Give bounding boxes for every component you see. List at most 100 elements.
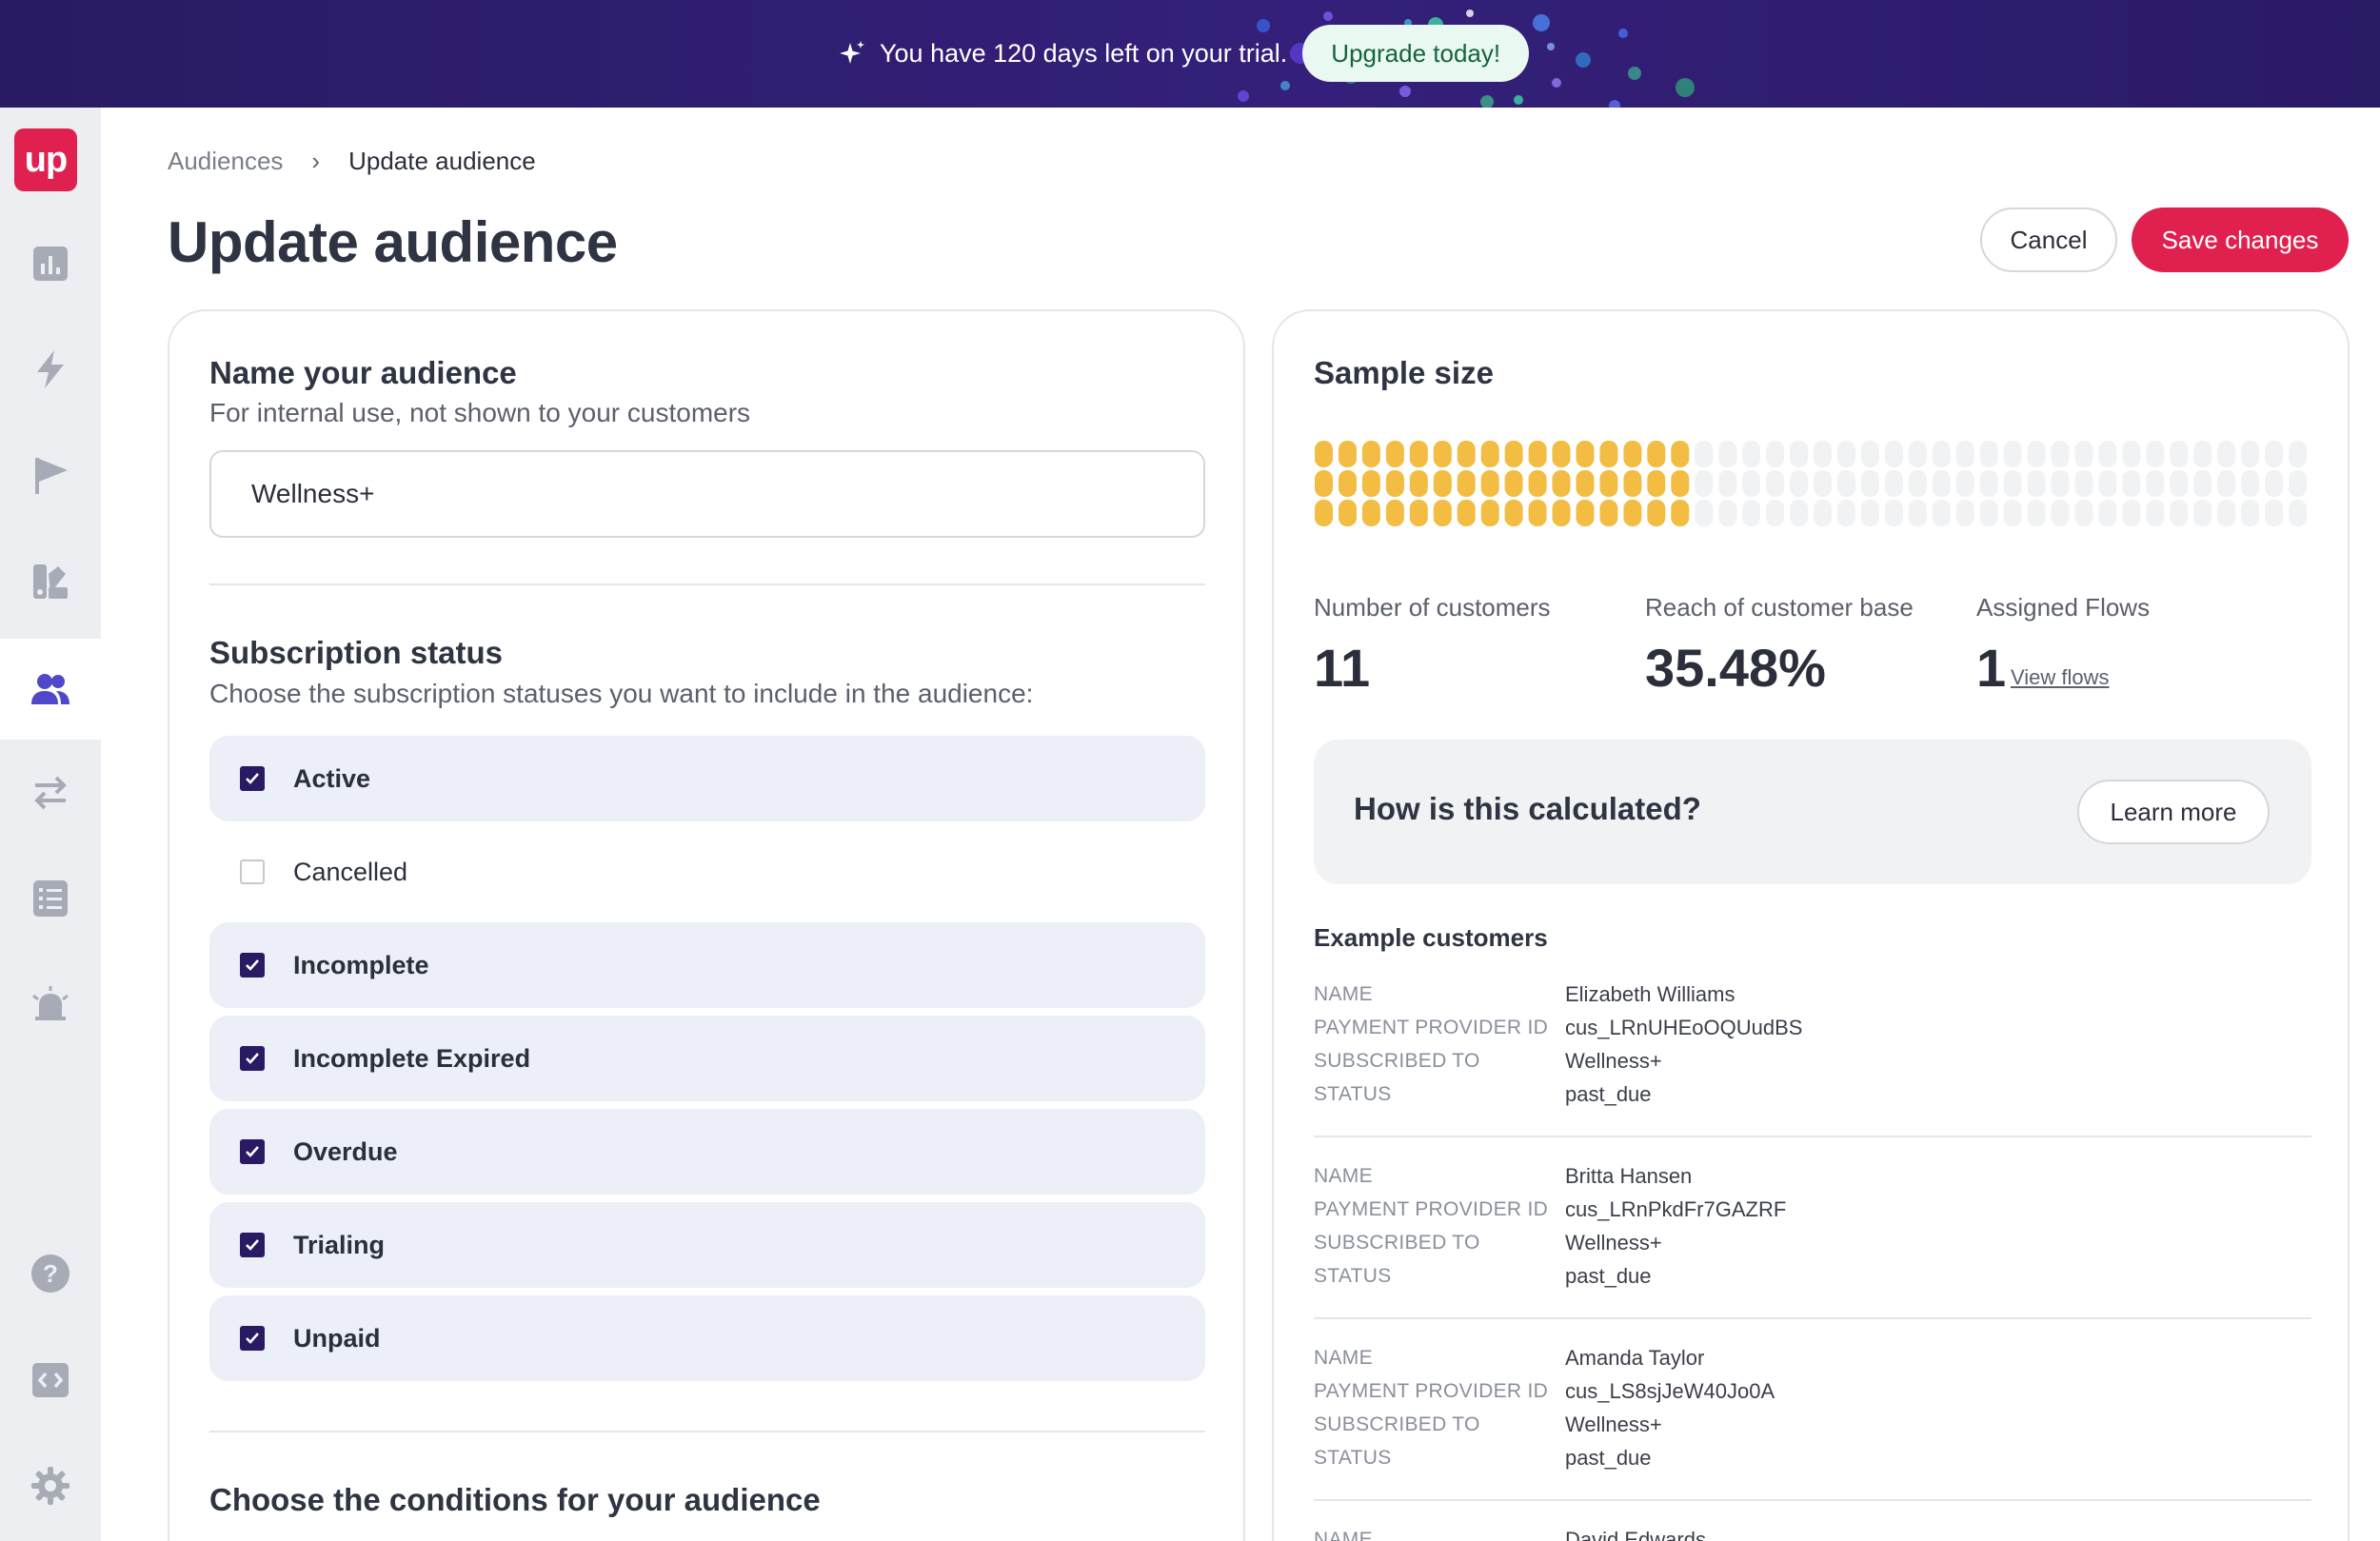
sample-dot-empty [1766,441,1785,467]
nav-settings[interactable] [0,1448,101,1524]
checkbox[interactable] [240,1139,265,1164]
status-option-cancelled[interactable]: Cancelled [209,829,1205,915]
status-option-label: Incomplete Expired [293,1043,531,1073]
sample-dot-filled [1339,470,1357,497]
customer-field-value: Wellness+ [1565,1230,1662,1255]
sample-dot-empty [1979,500,1998,526]
customer-field-row: STATUS past_due [1314,1259,2311,1293]
sample-dot-empty [1955,500,1974,526]
checkbox[interactable] [240,953,265,978]
sample-dot-empty [2170,470,2189,497]
sample-dot-empty [2122,470,2141,497]
sample-dot-empty [2170,500,2189,526]
nav-design[interactable] [0,543,101,620]
sample-dot-filled [1599,441,1618,467]
nav-automations[interactable] [0,331,101,407]
trial-banner-text: You have 120 days left on your trial. [880,38,1288,68]
sample-dot-filled [1623,500,1642,526]
bar-chart-icon [33,247,68,281]
sample-dot-empty [1718,441,1737,467]
sample-dot-empty [2241,500,2260,526]
status-option-label: Active [293,763,371,793]
sample-size-dot-matrix [1315,441,2307,526]
sample-dot-filled [1599,500,1618,526]
sample-dot-filled [1623,470,1642,497]
checkbox[interactable] [240,1046,265,1071]
sample-dot-empty [2265,441,2284,467]
status-option-overdue[interactable]: Overdue [209,1109,1205,1195]
sample-dot-empty [1955,470,1974,497]
checkmark-icon [246,1333,259,1344]
nav-help[interactable]: ? [0,1235,101,1312]
status-section-subtitle: Choose the subscription statuses you wan… [209,679,1034,708]
customers-count-label: Number of customers [1314,593,1551,622]
status-option-trialing[interactable]: Trialing [209,1202,1205,1288]
nav-analytics[interactable] [0,226,101,302]
banner-decor-dot [1399,86,1411,97]
nav-audiences[interactable] [0,639,101,740]
sample-dot-filled [1671,470,1690,497]
learn-more-button[interactable]: Learn more [2077,780,2270,844]
checkbox[interactable] [240,1326,265,1351]
cancel-button[interactable]: Cancel [1980,207,2117,272]
sample-dot-filled [1671,441,1690,467]
checkbox[interactable] [240,1233,265,1257]
nav-developer[interactable] [0,1342,101,1418]
sample-size-title: Sample size [1314,355,1494,390]
status-option-incomplete-expired[interactable]: Incomplete Expired [209,1016,1205,1101]
status-option-label: Cancelled [293,857,408,886]
trial-banner: You have 120 days left on your trial. Up… [0,0,2380,108]
sample-dot-empty [2193,441,2212,467]
status-option-incomplete[interactable]: Incomplete [209,922,1205,1008]
customer-field-row: PAYMENT PROVIDER ID cus_LS8sjJeW40Jo0A [1314,1374,2311,1408]
customer-field-key: NAME [1314,1528,1373,1541]
sample-dot-empty [2074,441,2093,467]
sidebar: up ? [0,108,101,1541]
customer-field-row: STATUS past_due [1314,1441,2311,1474]
banner-decor-dot [1676,78,1695,97]
banner-decor-dot [1480,95,1494,108]
sample-dot-empty [2146,441,2165,467]
status-option-unpaid[interactable]: Unpaid [209,1295,1205,1381]
banner-decor-dot [1628,67,1641,80]
customer-field-value: past_due [1565,1263,1652,1288]
customer-field-key: STATUS [1314,1446,1392,1469]
customer-divider [1314,1499,2311,1501]
calculation-question: How is this calculated? [1354,791,1701,826]
sample-dot-filled [1361,470,1380,497]
checkbox[interactable] [240,766,265,791]
sample-dot-filled [1385,441,1404,467]
app-logo[interactable]: up [14,128,77,191]
sample-dot-empty [2003,470,2022,497]
sample-dot-empty [2051,441,2070,467]
example-customers-title: Example customers [1314,923,1548,952]
audience-name-input[interactable] [209,450,1205,538]
status-option-active[interactable]: Active [209,736,1205,821]
section-divider [209,1431,1205,1432]
sample-dot-empty [2027,470,2046,497]
sample-dot-empty [1814,500,1832,526]
calculation-info-box: How is this calculated? Learn more [1314,740,2311,884]
sample-dot-filled [1552,441,1571,467]
sample-dot-empty [2074,470,2093,497]
sample-dot-empty [2098,470,2117,497]
sample-dot-empty [2122,500,2141,526]
nav-campaigns[interactable] [0,437,101,513]
nav-integrations[interactable] [0,755,101,831]
nav-tasks[interactable] [0,860,101,937]
view-flows-link[interactable]: View flows [2011,665,2110,689]
upgrade-button[interactable]: Upgrade today! [1302,25,1530,82]
sample-dot-filled [1647,500,1666,526]
save-changes-button[interactable]: Save changes [2132,207,2349,272]
customer-field-key: STATUS [1314,1082,1392,1105]
sample-dot-empty [2193,500,2212,526]
sample-dot-empty [2074,500,2093,526]
banner-decor-dot [1257,19,1270,32]
sample-dot-empty [1979,441,1998,467]
checkbox[interactable] [240,859,265,884]
sample-dot-empty [2241,441,2260,467]
sample-dot-filled [1671,500,1690,526]
nav-alerts[interactable] [0,967,101,1043]
sample-dot-empty [1860,500,1879,526]
breadcrumb-audiences-link[interactable]: Audiences [168,147,284,175]
